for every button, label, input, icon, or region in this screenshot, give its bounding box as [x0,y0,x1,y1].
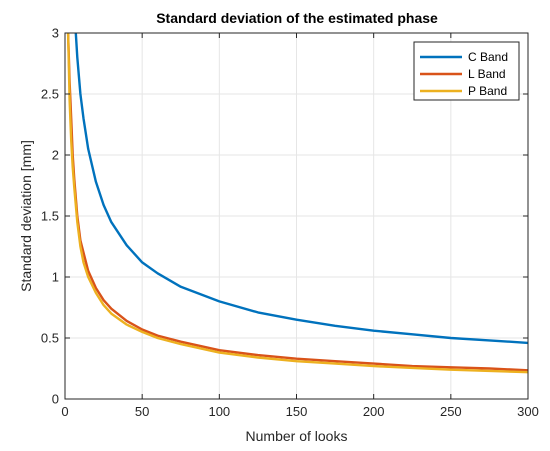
legend-label-c-band: C Band [468,50,508,64]
y-tick-label: 2 [52,148,59,163]
series-layer [66,33,528,374]
x-tick-label: 100 [208,404,230,419]
y-tick-label: 1 [52,270,59,285]
legend-label-p-band: P Band [468,84,507,98]
series-line-c-band [74,33,528,345]
y-tick-label: 0 [52,392,59,407]
series-line-p-band [66,33,528,374]
x-tick-label: 250 [440,404,462,419]
x-tick-label: 50 [135,404,149,419]
y-tick-label: 1.5 [41,209,59,224]
x-axis-label: Number of looks [246,428,348,444]
x-tick-label: 0 [61,404,68,419]
ticks-layer: 0 50 100 150 200 250 300 0 0.5 1 1.5 2 2.5 3 [41,26,539,420]
x-tick-label: 200 [363,404,385,419]
y-tick-label: 0.5 [41,331,59,346]
legend-label-l-band: L Band [468,67,506,81]
x-tick-label: 300 [517,404,539,419]
x-tick-label: 150 [286,404,308,419]
y-axis-label: Standard deviation [mm] [18,140,34,292]
y-tick-label: 2.5 [41,87,59,102]
legend: C Band L Band P Band [413,41,520,101]
chart-title: Standard deviation of the estimated phas… [156,10,438,26]
y-tick-label: 3 [52,26,59,41]
